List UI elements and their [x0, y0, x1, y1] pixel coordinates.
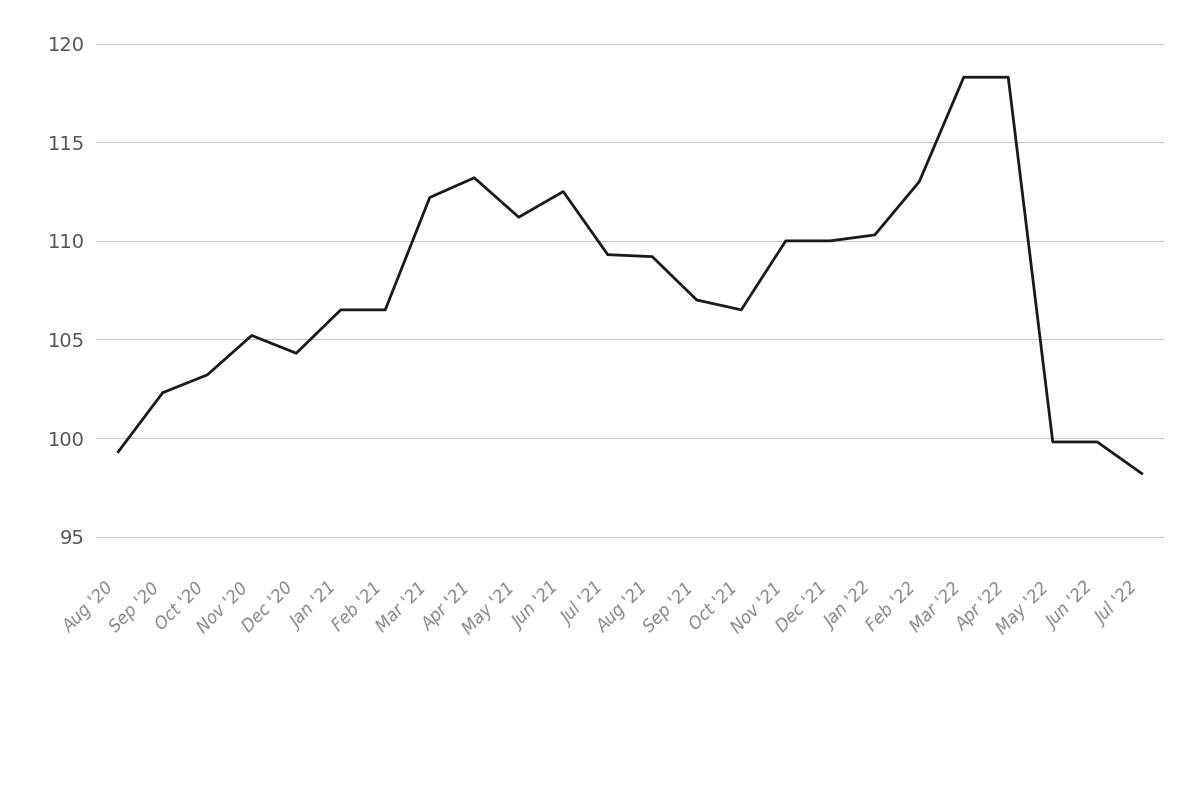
Legend: SP/Orig LP %: SP/Orig LP % — [524, 795, 736, 800]
